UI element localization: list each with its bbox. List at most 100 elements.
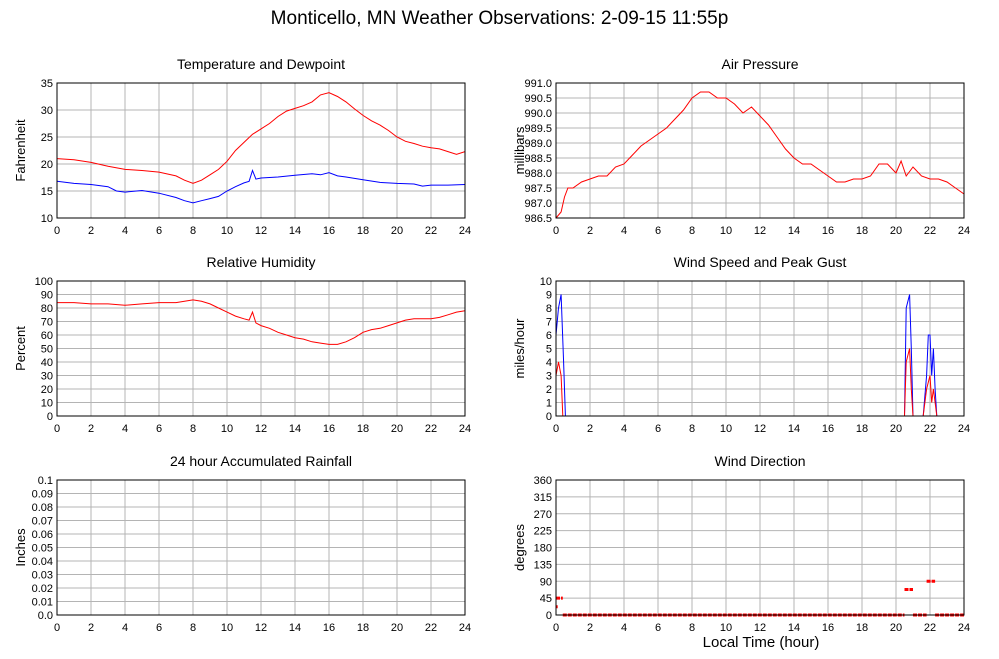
chart-4-y-tick-label: 2	[546, 384, 552, 396]
chart-3-x-tick-label: 4	[122, 423, 128, 435]
chart-4-title: Wind Speed and Peak Gust	[674, 254, 847, 270]
chart-4-frame	[555, 280, 965, 417]
chart-2-y-tick-label: 986.5	[524, 213, 552, 225]
chart-3-x-tick-label: 12	[255, 423, 267, 435]
chart-6-x-tick-label: 22	[924, 622, 936, 634]
chart-2-x-tick-label: 2	[587, 225, 593, 237]
chart-6-x-tick-label: 8	[689, 622, 695, 634]
chart-3-x-tick-label: 8	[190, 423, 196, 435]
chart-2-x-tick-label: 6	[655, 225, 661, 237]
chart-6-y-tick-label: 315	[534, 492, 552, 504]
chart-4-y-tick-label: 1	[546, 398, 552, 410]
shared-x-axis-label: Local Time (hour)	[702, 634, 820, 651]
chart-3-y-tick-label: 20	[41, 384, 53, 396]
chart-6-title: Wind Direction	[714, 453, 805, 469]
chart-4-y-tick-label: 6	[546, 330, 552, 342]
chart-5-x-tick-label: 6	[156, 622, 162, 634]
chart-6-y-tick-label: 135	[534, 559, 552, 571]
chart-3-y-tick-label: 50	[41, 344, 53, 356]
chart-3-x-tick-label: 6	[156, 423, 162, 435]
chart-2-x-tick-label: 4	[621, 225, 627, 237]
chart-1-title: Temperature and Dewpoint	[177, 56, 345, 72]
chart-4-y-axis-label: miles/hour	[512, 318, 527, 379]
chart-2-x-tick-label: 10	[720, 225, 732, 237]
chart-5-x-tick-label: 4	[122, 622, 128, 634]
chart-4-y-tick-label: 10	[540, 276, 552, 288]
chart-4-x-tick-label: 6	[655, 423, 661, 435]
chart-2-y-axis-label: millibars	[512, 126, 527, 174]
chart-2-y-tick-label: 988.5	[524, 153, 552, 165]
chart-2-x-tick-label: 12	[754, 225, 766, 237]
chart-6-x-tick-label: 2	[587, 622, 593, 634]
chart-5-x-tick-label: 10	[221, 622, 233, 634]
chart-1-y-tick-label: 30	[41, 105, 53, 117]
chart-4-x-tick-label: 4	[621, 423, 627, 435]
chart-1-y-tick-label: 35	[41, 78, 53, 90]
chart-5-x-tick-label: 18	[357, 622, 369, 634]
chart-3-x-tick-label: 18	[357, 423, 369, 435]
chart-2-y-tick-label: 991.0	[524, 78, 552, 90]
chart-3-y-tick-label: 30	[41, 371, 53, 383]
chart-6-y-tick-label: 45	[540, 593, 552, 605]
chart-1-x-tick-label: 0	[54, 225, 60, 237]
chart-6-x-tick-label: 18	[856, 622, 868, 634]
chart-4-y-tick-label: 4	[546, 357, 552, 369]
chart-3-y-tick-label: 70	[41, 317, 53, 329]
chart-2-x-tick-label: 24	[958, 225, 970, 237]
chart-6-y-axis-label: degrees	[512, 524, 527, 571]
chart-4-x-tick-label: 20	[890, 423, 902, 435]
chart-4-x-tick-label: 10	[720, 423, 732, 435]
page-title: Monticello, MN Weather Observations: 2-0…	[270, 8, 729, 29]
chart-1-x-tick-label: 2	[88, 225, 94, 237]
chart-1-x-tick-label: 22	[425, 225, 437, 237]
chart-2-x-tick-label: 18	[856, 225, 868, 237]
chart-3-x-tick-label: 16	[323, 423, 335, 435]
chart-2-frame	[555, 82, 965, 219]
chart-5-y-tick-label: 0.07	[32, 516, 53, 528]
chart-4-x-tick-label: 18	[856, 423, 868, 435]
chart-1-x-tick-label: 16	[323, 225, 335, 237]
chart-1-x-tick-label: 4	[122, 225, 128, 237]
chart-6-x-tick-label: 14	[788, 622, 800, 634]
chart-6-x-tick-label: 10	[720, 622, 732, 634]
chart-6-y-tick-label: 270	[534, 509, 552, 521]
chart-4-y-tick-label: 8	[546, 303, 552, 315]
chart-4-y-tick-label: 7	[546, 317, 552, 329]
chart-2-title: Air Pressure	[721, 56, 798, 72]
chart-3-x-tick-label: 10	[221, 423, 233, 435]
chart-6-x-tick-label: 6	[655, 622, 661, 634]
chart-1-y-tick-label: 20	[41, 159, 53, 171]
chart-1-y-tick-label: 10	[41, 213, 53, 225]
chart-2-x-tick-label: 8	[689, 225, 695, 237]
chart-2-y-tick-label: 989.5	[524, 123, 552, 135]
chart-1-frame	[56, 82, 466, 219]
chart-1-series-2-line	[56, 169, 466, 204]
chart-5-y-tick-label: 0.05	[32, 543, 53, 555]
chart-5-y-tick-label: 0.01	[32, 597, 53, 609]
chart-4-x-tick-label: 2	[587, 423, 593, 435]
chart-5-y-tick-label: 0.09	[32, 489, 53, 501]
chart-4-x-tick-label: 14	[788, 423, 800, 435]
chart-3-series-1-line	[57, 299, 466, 345]
chart-5-x-tick-label: 16	[323, 622, 335, 634]
chart-6-x-tick-label: 4	[621, 622, 627, 634]
chart-3-y-tick-label: 40	[41, 357, 53, 369]
chart-2-series-1-line	[555, 91, 965, 219]
chart-1-x-tick-label: 14	[289, 225, 301, 237]
chart-2-x-tick-label: 14	[788, 225, 800, 237]
chart-5-y-tick-label: 0.0	[38, 610, 53, 622]
chart-3-y-tick-label: 10	[41, 398, 53, 410]
chart-6-y-tick-label: 180	[534, 543, 552, 555]
chart-3-x-tick-label: 24	[459, 423, 471, 435]
chart-6-x-tick-label: 12	[754, 622, 766, 634]
chart-3-x-tick-label: 22	[425, 423, 437, 435]
chart-5-y-tick-label: 0.1	[38, 475, 53, 487]
chart-2-y-tick-label: 989.0	[524, 138, 552, 150]
chart-3-y-tick-label: 60	[41, 330, 53, 342]
chart-1-x-tick-label: 20	[391, 225, 403, 237]
chart-5-frame	[56, 479, 466, 616]
chart-4-x-tick-label: 12	[754, 423, 766, 435]
chart-3-y-axis-label: Percent	[13, 326, 28, 371]
